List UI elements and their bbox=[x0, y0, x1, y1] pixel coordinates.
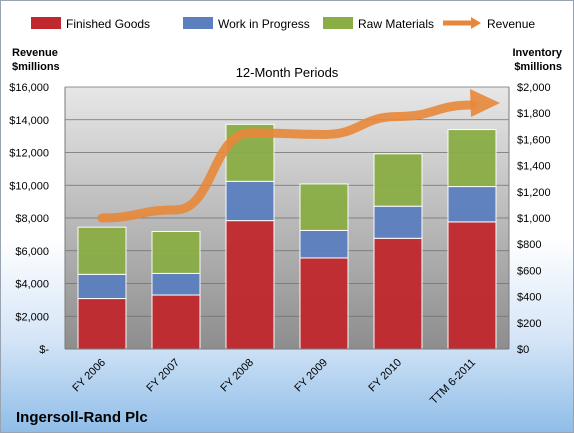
legend: Finished Goods Work in Progress Raw Materi… bbox=[31, 17, 535, 31]
right-tick-label: $0 bbox=[517, 344, 529, 356]
bar-series bbox=[77, 123, 497, 350]
bar-segment bbox=[447, 221, 497, 350]
right-tick-label: $1,600 bbox=[517, 134, 551, 146]
bar-segment bbox=[151, 294, 201, 350]
right-tick-label: $2,000 bbox=[517, 82, 551, 94]
left-tick-label: $14,000 bbox=[9, 115, 49, 127]
legend-label: Finished Goods bbox=[66, 17, 150, 31]
bar-segment bbox=[151, 272, 201, 296]
legend-swatch bbox=[31, 17, 61, 29]
legend-label: Raw Materials bbox=[358, 17, 434, 31]
left-tick-label: $10,000 bbox=[9, 180, 49, 192]
right-tick-label: $200 bbox=[517, 318, 541, 330]
left-tick-label: $12,000 bbox=[9, 148, 49, 160]
bar-segment bbox=[151, 230, 201, 274]
right-axis-title-line1: Inventory bbox=[512, 47, 562, 59]
x-tick-label: FY 2006 bbox=[70, 357, 108, 395]
left-axis-title-line1: Revenue bbox=[12, 47, 58, 59]
x-tick-label: FY 2009 bbox=[292, 357, 330, 395]
bar-segment bbox=[77, 226, 127, 275]
legend-swatch bbox=[183, 17, 213, 29]
bar-segment bbox=[299, 183, 349, 231]
revenue-line bbox=[97, 89, 500, 223]
left-tick-label: $2,000 bbox=[15, 311, 49, 323]
right-axis-title-line2: $millions bbox=[514, 61, 562, 73]
left-tick-label: $4,000 bbox=[15, 279, 49, 291]
left-tick-label: $8,000 bbox=[15, 213, 49, 225]
bar-segment bbox=[77, 298, 127, 350]
bar-segment bbox=[225, 220, 275, 350]
bar-segment bbox=[373, 237, 423, 350]
x-tick-label: TTM 6-2011 bbox=[428, 357, 478, 407]
x-tick-label: FY 2007 bbox=[144, 357, 182, 395]
left-axis-title-line2: $millions bbox=[12, 61, 60, 73]
bar-segment bbox=[373, 153, 423, 207]
bar-segment bbox=[447, 186, 497, 223]
revenue-arrowhead bbox=[470, 89, 500, 118]
legend-label: Work in Progress bbox=[218, 17, 310, 31]
right-tick-label: $600 bbox=[517, 265, 541, 277]
right-tick-label: $1,800 bbox=[517, 108, 551, 120]
left-tick-label: $6,000 bbox=[15, 246, 49, 258]
bar-segment bbox=[299, 257, 349, 350]
company-name: Ingersoll-Rand Plc bbox=[16, 409, 148, 426]
right-tick-label: $1,000 bbox=[517, 213, 551, 225]
bar-segment bbox=[447, 129, 497, 188]
bar-segment bbox=[299, 229, 349, 259]
left-tick-label: $16,000 bbox=[9, 82, 49, 94]
legend-swatch-arrow bbox=[471, 17, 481, 29]
chart-subtitle: 12-Month Periods bbox=[236, 65, 339, 80]
x-tick-label: FY 2008 bbox=[218, 357, 256, 395]
bar-segment bbox=[225, 180, 275, 222]
right-tick-label: $800 bbox=[517, 239, 541, 251]
x-tick-label: FY 2010 bbox=[366, 357, 404, 395]
legend-label: Revenue bbox=[487, 17, 535, 31]
left-tick-label: $- bbox=[39, 344, 49, 356]
right-tick-label: $1,400 bbox=[517, 161, 551, 173]
right-tick-label: $1,200 bbox=[517, 187, 551, 199]
revenue-line-path bbox=[97, 100, 477, 223]
bar-segment bbox=[77, 273, 127, 300]
right-tick-label: $400 bbox=[517, 292, 541, 304]
legend-swatch bbox=[323, 17, 353, 29]
bar-segment bbox=[373, 205, 423, 239]
